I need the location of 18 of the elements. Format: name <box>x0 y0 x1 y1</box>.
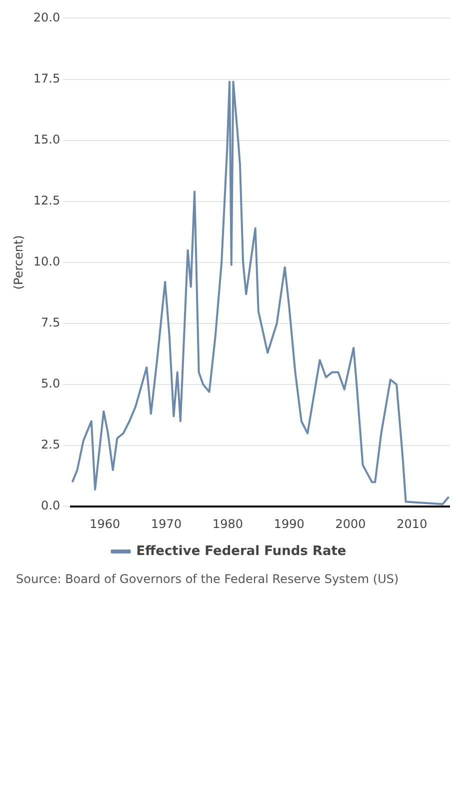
y-tick-label: 10.0 <box>33 254 60 269</box>
y-tick-label: 20.0 <box>33 10 60 24</box>
y-tick-label: 5.0 <box>41 376 60 391</box>
y-axis-title: (Percent) <box>11 235 26 290</box>
x-tick-label: 1980 <box>212 516 243 531</box>
x-tick-label: 2000 <box>335 516 366 531</box>
y-tick-label: 12.5 <box>33 193 60 208</box>
legend-label: Effective Federal Funds Rate <box>136 544 346 559</box>
source-note: Source: Board of Governors of the Federal Reserve System (US) <box>15 571 400 588</box>
y-tick-label: 2.5 <box>41 438 60 452</box>
x-tick-label: 1990 <box>274 516 304 531</box>
x-tick-label: 1970 <box>151 516 182 531</box>
y-tick-label: 0.0 <box>41 498 60 513</box>
y-tick-label: 17.5 <box>33 71 60 86</box>
y-tick-label: 15.0 <box>33 132 60 146</box>
x-tick-label: 2010 <box>396 516 428 531</box>
y-tick-label: 7.5 <box>41 316 60 330</box>
x-tick-label: 1960 <box>90 516 120 531</box>
